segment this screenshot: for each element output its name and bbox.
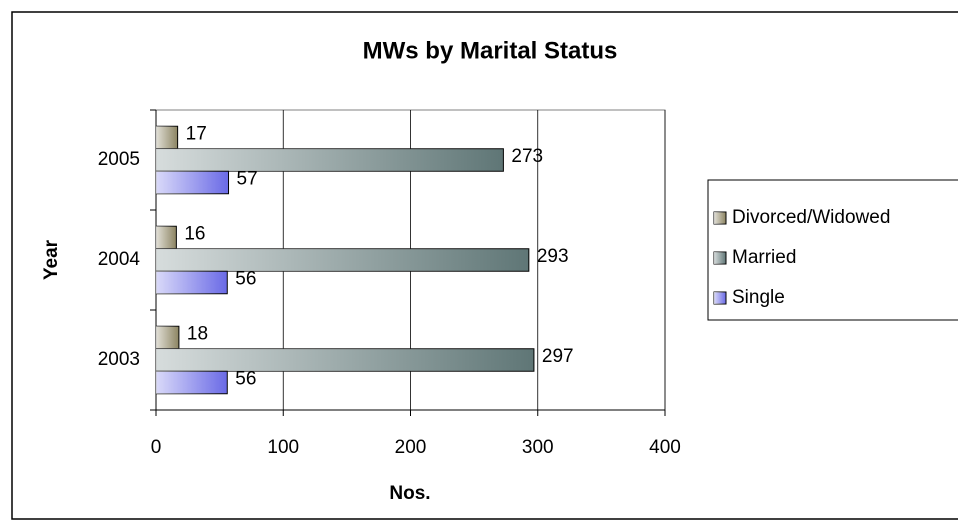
data-label: 18 (187, 324, 208, 345)
bar-shine (156, 148, 504, 172)
bar-shine (156, 371, 228, 394)
y-tick-label: 2004 (98, 249, 141, 270)
bar-shine (156, 226, 177, 249)
data-label: 293 (537, 246, 569, 267)
bar-shine (156, 326, 179, 349)
legend-label: Married (732, 247, 796, 268)
data-label: 56 (235, 269, 256, 290)
x-axis-label: Nos. (389, 483, 430, 504)
legend-swatch-shine (714, 252, 726, 264)
data-label: 56 (235, 369, 256, 390)
data-label: 17 (186, 124, 207, 145)
y-tick-label: 2005 (98, 149, 140, 170)
chart-border (11, 11, 958, 520)
x-tick-label: 0 (151, 437, 162, 458)
legend-swatch-shine (714, 212, 726, 224)
data-label: 16 (184, 224, 205, 245)
bar-shine (156, 126, 178, 149)
data-label: 273 (511, 146, 543, 167)
x-tick-label: 400 (649, 437, 681, 458)
x-tick-label: 100 (267, 437, 299, 458)
legend-swatch-shine (714, 292, 726, 304)
bar-shine (156, 348, 534, 372)
chart-title: MWs by Marital Status (363, 37, 618, 64)
x-tick-label: 300 (522, 437, 554, 458)
x-tick-label: 200 (395, 437, 427, 458)
legend-label: Divorced/Widowed (732, 207, 890, 228)
bar-shine (156, 171, 229, 194)
data-label: 297 (542, 346, 574, 367)
y-tick-label: 2003 (98, 349, 140, 370)
bar-shine (156, 248, 529, 272)
data-label: 57 (237, 169, 258, 190)
bar-shine (156, 271, 228, 294)
legend-box (707, 179, 958, 321)
y-axis-label: Year (41, 239, 62, 280)
legend-label: Single (732, 287, 785, 308)
